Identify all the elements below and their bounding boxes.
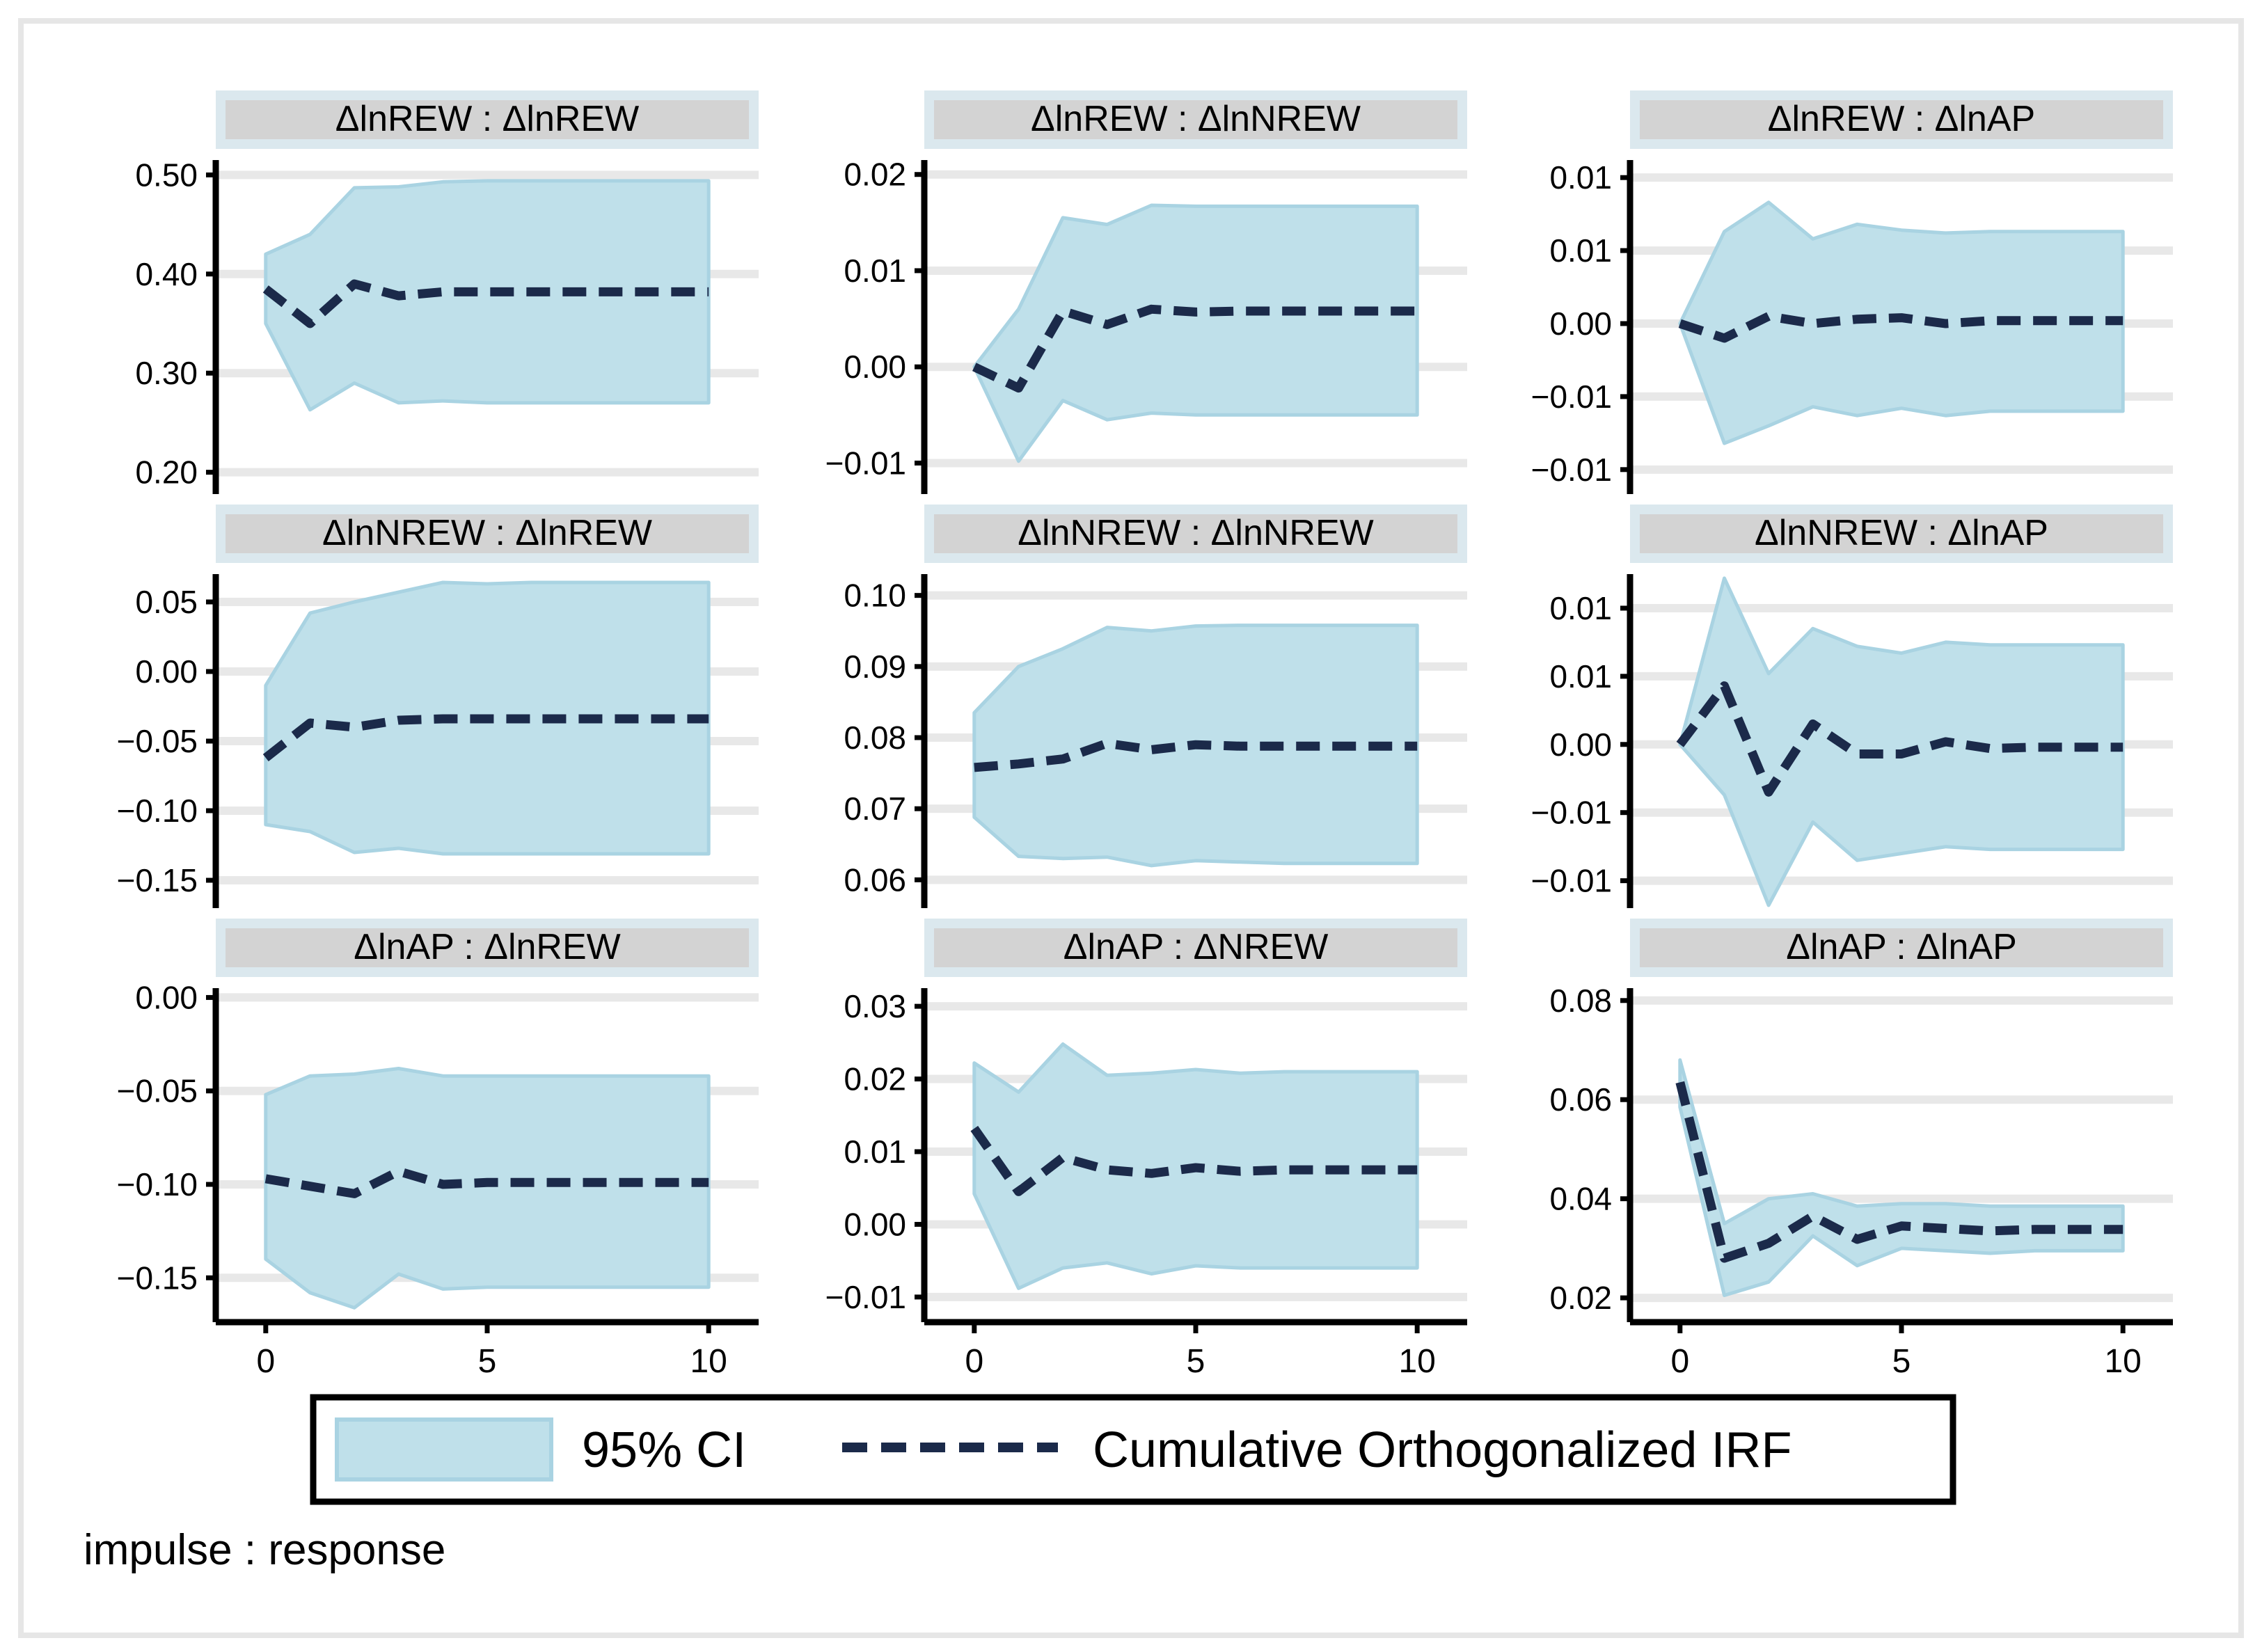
irf-line [262, 279, 709, 328]
y-tick-label: 0.09 [844, 649, 906, 685]
irf-line [1676, 681, 2123, 797]
panel-title: ΔlnAP : ΔlnAP [1786, 927, 2017, 967]
x-tick-label: 0 [256, 1343, 275, 1380]
y-tick-label: 0.00 [135, 979, 198, 1015]
irf-line [1675, 1081, 2123, 1263]
strip-background [226, 514, 749, 553]
y-tick-label: 0.00 [844, 349, 906, 385]
y-tick-label: 0.20 [135, 454, 198, 491]
x-tick-label: 5 [1187, 1343, 1205, 1380]
y-tick-label: 0.00 [844, 1206, 906, 1242]
ci-band [972, 203, 1419, 463]
outer-frame [18, 18, 2244, 1638]
y-tick-label: 0.01 [1549, 590, 1612, 626]
strip-background [1640, 928, 2163, 967]
y-tick-label: 0.40 [135, 256, 198, 292]
panel-3: ΔlnREW : ΔlnAP −0.01 −0.01 0.00 0.01 0.01 [1531, 90, 2173, 494]
strip-background [934, 928, 1457, 967]
y-tick-label: 0.02 [844, 157, 906, 193]
ci-band [264, 1067, 711, 1310]
y-tick-label: −0.15 [117, 862, 198, 898]
irf-line [974, 738, 1418, 772]
y-tick-label: 0.01 [844, 253, 906, 289]
x-tick-label: 0 [1670, 1343, 1689, 1380]
panel-title: ΔlnREW : ΔlnAP [1768, 99, 2035, 139]
strip-background [934, 100, 1457, 139]
y-tick-label: 0.08 [844, 720, 906, 756]
y-tick-label: −0.15 [117, 1260, 198, 1296]
panel-2: ΔlnREW : ΔlnNREW −0.01 0.00 0.01 0.02 [825, 90, 1467, 494]
y-tick-label: 0.05 [135, 584, 198, 620]
y-tick-label: 0.07 [844, 791, 906, 827]
x-tick-label: 10 [1398, 1343, 1435, 1380]
y-tick-label: −0.01 [1531, 379, 1612, 415]
x-tick-label: 10 [2104, 1343, 2141, 1380]
y-tick-label: 0.01 [1549, 658, 1612, 694]
y-tick-label: 0.01 [1549, 232, 1612, 269]
y-tick-label: 0.00 [1549, 726, 1612, 763]
panel-title: ΔlnAP : ΔlnREW [354, 927, 621, 967]
y-tick-label: −0.01 [825, 1279, 906, 1315]
strip-background [934, 514, 1457, 553]
y-tick-label: −0.05 [117, 1073, 198, 1109]
strip-background [226, 100, 749, 139]
legend-box [310, 1394, 1956, 1505]
y-tick-label: 0.01 [1549, 159, 1612, 196]
panel-title: ΔlnREW : ΔlnREW [335, 99, 639, 139]
panel-title: ΔlnNREW : ΔlnAP [1755, 513, 2048, 553]
y-tick-label: 0.08 [1549, 983, 1612, 1019]
y-tick-label: 0.50 [135, 157, 198, 193]
y-tick-label: 0.00 [135, 653, 198, 690]
strip-background [1640, 514, 2163, 553]
y-tick-label: 0.00 [1549, 305, 1612, 342]
ci-band [1678, 1058, 2125, 1297]
y-tick-label: −0.05 [117, 723, 198, 759]
strip-background [1640, 100, 2163, 139]
panel-title: ΔlnNREW : ΔlnREW [322, 513, 652, 553]
panel-1: ΔlnREW : ΔlnREW 0.20 0.30 0.40 0.50 [135, 90, 759, 494]
y-tick-label: −0.01 [825, 445, 906, 481]
legend-ci-swatch [335, 1417, 553, 1482]
footnote-impulse-response: impulse : response [84, 1526, 445, 1574]
y-tick-label: 0.03 [844, 988, 906, 1024]
y-tick-label: 0.06 [1549, 1081, 1612, 1118]
panel-8: ΔlnAP : ΔNREW −0.01 0.00 0.01 0.02 0.03 0 5 10 [825, 919, 1467, 1380]
y-tick-label: 0.30 [135, 355, 198, 391]
y-tick-label: 0.10 [844, 578, 906, 614]
irf-line [970, 1125, 1418, 1196]
y-tick-label: −0.10 [117, 793, 198, 829]
y-tick-label: 0.06 [844, 861, 906, 898]
x-tick-label: 0 [965, 1343, 983, 1380]
ci-band [264, 179, 711, 412]
y-tick-label: −0.01 [1531, 452, 1612, 488]
panel-9: ΔlnAP : ΔlnAP 0.02 0.04 0.06 0.08 0 5 10 [1549, 919, 2173, 1380]
irf-line [1678, 312, 2123, 343]
irf-line [972, 304, 1418, 393]
panel-5: ΔlnNREW : ΔlnNREW 0.06 0.07 0.08 0.09 0.10 [844, 505, 1467, 908]
y-tick-label: −0.10 [117, 1166, 198, 1202]
irf-line [262, 714, 709, 762]
panel-6: ΔlnNREW : ΔlnAP −0.01 −0.01 0.00 0.01 0.01 [1531, 505, 2173, 908]
panel-7: ΔlnAP : ΔlnREW −0.15 −0.10 −0.05 0.00 0 5 10 [117, 919, 759, 1380]
panel-title: ΔlnNREW : ΔlnNREW [1018, 513, 1374, 553]
x-tick-label: 5 [478, 1343, 497, 1380]
x-tick-label: 10 [690, 1343, 727, 1380]
legend: 95% CI Cumulative Orthogonalized IRF [310, 1394, 1956, 1505]
panel-title: ΔlnAP : ΔNREW [1063, 927, 1329, 967]
panel-title: ΔlnREW : ΔlnNREW [1031, 99, 1361, 139]
strip-background [226, 928, 749, 967]
y-tick-label: −0.01 [1531, 863, 1612, 899]
y-tick-label: 0.01 [844, 1134, 906, 1170]
y-tick-label: 0.02 [1549, 1280, 1612, 1316]
irf-line [264, 1166, 709, 1198]
y-tick-label: 0.02 [844, 1061, 906, 1097]
panel-4: ΔlnNREW : ΔlnREW −0.15 −0.10 −0.05 0.00 0.05 [117, 505, 759, 908]
y-tick-label: −0.01 [1531, 795, 1612, 831]
legend-ci-label: 95% CI [582, 1422, 746, 1478]
legend-irf-label: Cumulative Orthogonalized IRF [1093, 1422, 1792, 1478]
x-tick-label: 5 [1892, 1343, 1911, 1380]
y-tick-label: 0.04 [1549, 1181, 1612, 1217]
